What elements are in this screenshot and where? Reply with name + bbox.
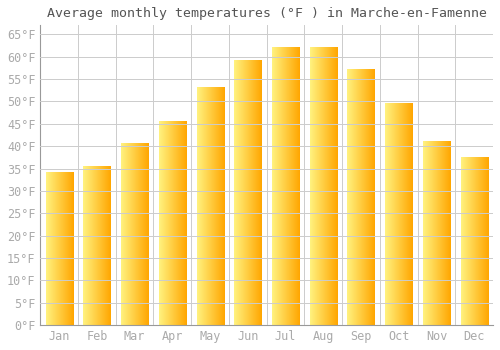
Title: Average monthly temperatures (°F ) in Marche-en-Famenne: Average monthly temperatures (°F ) in Ma…	[46, 7, 486, 20]
